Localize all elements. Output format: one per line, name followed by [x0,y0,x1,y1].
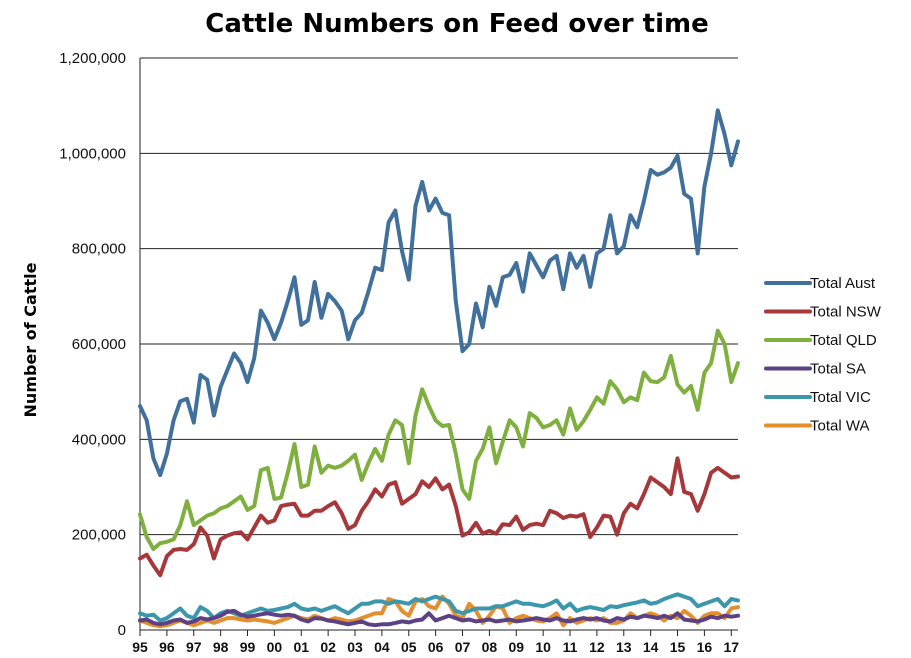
legend-item: Total Aust [764,275,876,292]
legend-label: Total NSW [810,304,882,321]
x-tick-label: 06 [428,639,444,655]
y-axis-ticks: 0 200,000 400,000 600,000 800,000 1,000,000 1,… [59,50,126,639]
x-tick-label: 00 [267,639,283,655]
x-tick-label: 05 [401,639,417,655]
legend-label: Total QLD [810,332,877,349]
x-tick-label: 03 [347,639,363,655]
x-tick-label: 07 [455,639,471,655]
x-tick-label: 17 [723,639,739,655]
x-tick-label: 09 [508,639,524,655]
legend-item: Total WA [764,418,869,435]
series-line-total-qld [138,328,740,551]
legend-item: Total NSW [764,304,882,321]
y-tick-label: 1,000,000 [59,145,126,162]
legend-item: Total SA [764,361,866,378]
plot-area [138,108,740,629]
legend-label: Total WA [810,418,869,435]
y-tick-label: 1,200,000 [59,50,126,67]
y-tick-label: 800,000 [72,241,126,258]
y-axis-label: Number of Cattle [21,262,40,417]
x-tick-label: 98 [213,639,229,655]
x-axis-ticks: 95 96 97 98 99 00 01 02 03 04 05 06 07 08 09 10 11 12 13 14… [132,630,739,655]
x-tick-label: 04 [374,639,390,655]
x-tick-label: 95 [132,639,148,655]
legend-label: Total SA [810,361,866,378]
chart-title: Cattle Numbers on Feed over time [205,9,708,39]
x-tick-label: 15 [670,639,686,655]
x-tick-label: 02 [320,639,336,655]
x-tick-label: 99 [240,639,256,655]
series-line-total-aust [138,108,740,478]
series-line-total-nsw [138,456,740,578]
x-tick-label: 16 [697,639,713,655]
x-tick-label: 97 [186,639,202,655]
x-tick-label: 96 [159,639,175,655]
legend-item: Total QLD [764,332,877,349]
legend-label: Total VIC [810,389,871,406]
x-tick-label: 01 [293,639,309,655]
x-tick-label: 10 [535,639,551,655]
series-line-total-sa [138,608,740,628]
y-tick-label: 600,000 [72,336,126,353]
x-tick-label: 08 [482,639,498,655]
legend-label: Total Aust [810,275,876,292]
x-tick-label: 14 [643,639,659,655]
x-tick-label: 11 [563,639,578,655]
x-tick-label: 12 [589,639,605,655]
y-tick-label: 0 [118,622,126,639]
legend-item: Total VIC [764,389,871,406]
y-tick-label: 400,000 [72,431,126,448]
y-tick-label: 200,000 [72,527,126,544]
legend: Total Aust Total NSW Total QLD Total SA Tota… [764,275,882,435]
gridlines [139,57,738,631]
x-tick-label: 13 [616,639,632,655]
